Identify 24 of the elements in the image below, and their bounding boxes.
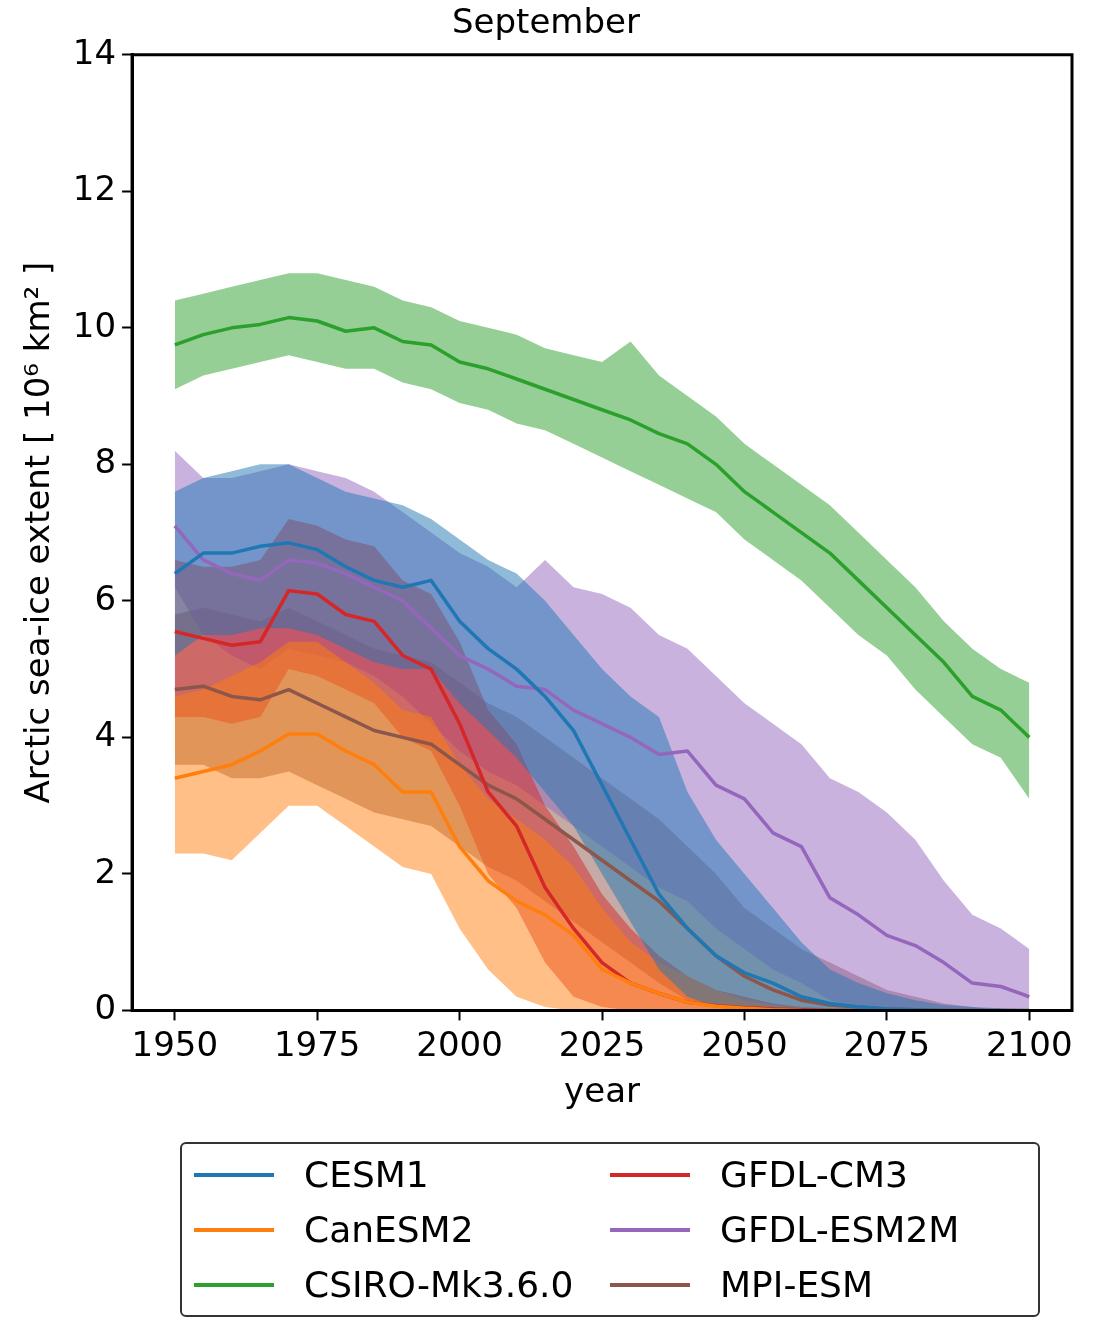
- y-tick-label: 14: [72, 31, 117, 72]
- x-tick-label: 2075: [843, 1023, 931, 1064]
- x-tick-label: 1975: [273, 1023, 361, 1064]
- legend-label: MPI-ESM: [720, 1264, 874, 1305]
- y-axis-title: Arctic sea-ice extent [ 10⁶ km² ]: [17, 261, 58, 804]
- y-tick-label: 2: [94, 850, 117, 891]
- x-tick-label: 2050: [701, 1023, 788, 1064]
- y-tick-label: 12: [72, 168, 117, 209]
- y-tick-label: 0: [94, 987, 117, 1028]
- legend-label: GFDL-ESM2M: [720, 1209, 960, 1250]
- x-tick-label: 2100: [986, 1023, 1073, 1064]
- chart-title: September: [452, 1, 640, 42]
- y-tick-label: 10: [72, 304, 117, 345]
- y-tick-label: 4: [94, 714, 117, 755]
- legend-label: CESM1: [304, 1154, 429, 1195]
- y-tick-label: 6: [94, 577, 117, 618]
- legend-label: CanESM2: [304, 1209, 474, 1250]
- y-tick-label: 8: [94, 441, 117, 482]
- legend-label: GFDL-CM3: [720, 1154, 908, 1195]
- x-tick-label: 2000: [416, 1023, 503, 1064]
- x-tick-label: 2025: [558, 1023, 646, 1064]
- x-tick-label: 1950: [131, 1023, 219, 1064]
- legend-label: CSIRO-Mk3.6.0: [304, 1264, 574, 1305]
- x-axis-title: year: [564, 1070, 640, 1111]
